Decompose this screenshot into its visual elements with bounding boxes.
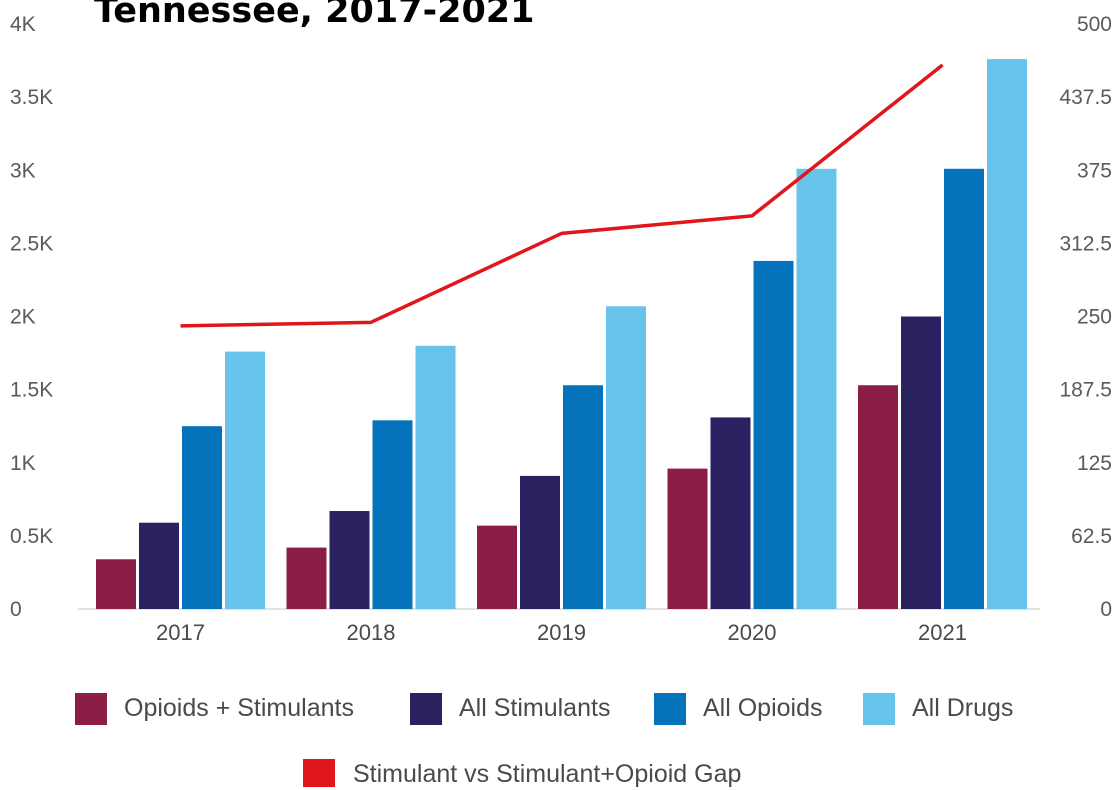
right-tick-label: 375 <box>1077 159 1112 182</box>
chart-title: Tennessee, 2017-2021 <box>94 0 535 31</box>
left-tick-label: 1.5K <box>10 379 53 402</box>
left-tick-label: 2K <box>10 306 36 329</box>
bars <box>96 59 1027 610</box>
right-tick-label: 437.5 <box>1059 86 1112 109</box>
x-tick-label: 2021 <box>918 620 967 645</box>
left-tick-label: 0.5K <box>10 525 53 548</box>
legend-swatch <box>75 693 107 725</box>
x-tick-label: 2019 <box>537 620 586 645</box>
bar <box>139 522 179 609</box>
legend-label: All Drugs <box>912 694 1013 722</box>
bar <box>753 260 794 609</box>
right-axis: 0 62.5 125 187.5 250 312.5 375 437.5 500 <box>1059 13 1112 621</box>
bar <box>606 306 646 609</box>
x-axis: 2017 2018 2019 2020 2021 <box>156 620 967 645</box>
left-tick-label: 3.5K <box>10 86 53 109</box>
gap-line <box>180 63 944 328</box>
bar <box>563 385 603 609</box>
bar <box>372 420 413 609</box>
legend-label: Stimulant vs Stimulant+Opioid Gap <box>353 760 741 788</box>
left-axis: 0 0.5K 1K 1.5K 2K 2.5K 3K 3.5K 4K <box>10 13 53 621</box>
left-tick-label: 1K <box>10 452 36 475</box>
legend-label: Opioids + Stimulants <box>124 694 354 722</box>
legend-swatch <box>863 693 895 725</box>
bar <box>415 345 456 609</box>
bar <box>901 316 941 609</box>
legend-label: All Opioids <box>703 694 823 722</box>
bar <box>477 525 517 609</box>
legend-swatch <box>654 693 686 725</box>
bar <box>944 168 984 609</box>
bar <box>520 475 560 609</box>
legend: Opioids + Stimulants All Stimulants All Op… <box>75 693 1013 788</box>
bar <box>710 417 751 609</box>
gap-line-series <box>180 63 944 328</box>
bar <box>796 168 837 609</box>
left-tick-label: 4K <box>10 13 36 36</box>
x-tick-label: 2017 <box>156 620 205 645</box>
x-tick-label: 2020 <box>728 620 777 645</box>
right-tick-label: 250 <box>1077 306 1112 329</box>
legend-label: All Stimulants <box>459 694 610 722</box>
left-tick-label: 2.5K <box>10 232 53 255</box>
x-tick-label: 2018 <box>347 620 396 645</box>
bar <box>182 426 222 609</box>
bar <box>225 351 265 609</box>
right-tick-label: 312.5 <box>1059 232 1112 255</box>
legend-swatch <box>303 759 335 787</box>
right-tick-label: 125 <box>1077 452 1112 475</box>
bar <box>286 547 327 609</box>
bar <box>858 385 898 609</box>
right-tick-label: 500 <box>1077 13 1112 36</box>
left-tick-label: 0 <box>10 598 22 621</box>
bar <box>987 59 1027 610</box>
right-tick-label: 187.5 <box>1059 379 1112 402</box>
bar <box>667 468 708 609</box>
right-tick-label: 62.5 <box>1071 525 1112 548</box>
bar <box>329 511 370 609</box>
left-tick-label: 3K <box>10 159 36 182</box>
right-tick-label: 0 <box>1100 598 1112 621</box>
bar <box>96 559 136 609</box>
legend-swatch <box>410 693 442 725</box>
